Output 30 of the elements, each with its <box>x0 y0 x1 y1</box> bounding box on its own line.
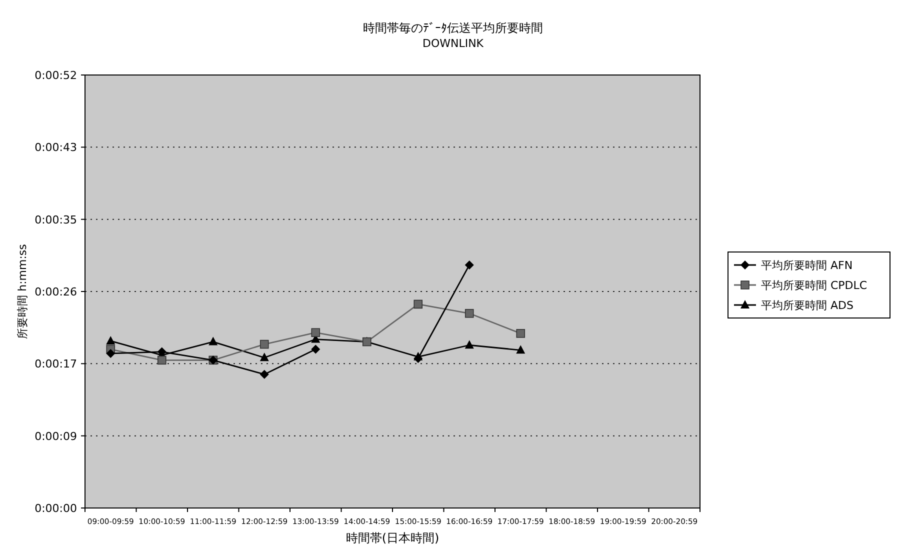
point <box>208 336 218 346</box>
point <box>260 370 269 379</box>
y-tick-label: 0:00:09 <box>34 430 77 443</box>
legend-label: 平均所要時間 CPDLC <box>761 279 868 292</box>
point <box>157 356 166 365</box>
point <box>106 348 116 358</box>
legend-label: 平均所要時間 ADS <box>761 299 854 312</box>
point <box>464 260 474 270</box>
y-tick-label: 0:00:35 <box>34 213 77 226</box>
y-tick-label: 0:00:17 <box>34 358 77 371</box>
x-axis-title: 時間帯(日本時間) <box>346 531 440 545</box>
point <box>260 352 269 362</box>
point <box>464 340 474 349</box>
y-axis-title: 所要時間 h:mm:ss <box>16 244 29 339</box>
point <box>414 300 423 309</box>
y-tick-label: 0:00:43 <box>34 141 77 154</box>
point <box>106 336 116 344</box>
point <box>464 308 474 318</box>
legend-label: 平均所要時間 AFN <box>761 259 853 272</box>
chart-title: 時間帯毎のﾃﾞｰﾀ伝送平均所要時間 <box>363 21 543 35</box>
y-tick-label: 0:00:00 <box>34 502 77 515</box>
point <box>516 345 526 354</box>
point <box>311 328 320 337</box>
y-tick-label: 0:00:26 <box>34 286 77 298</box>
point <box>157 347 166 356</box>
point <box>516 329 526 338</box>
chart-subtitle: DOWNLINK <box>422 37 484 50</box>
y-tick-label: 0:00:52 <box>34 69 77 82</box>
point <box>260 340 269 349</box>
point <box>311 344 320 354</box>
